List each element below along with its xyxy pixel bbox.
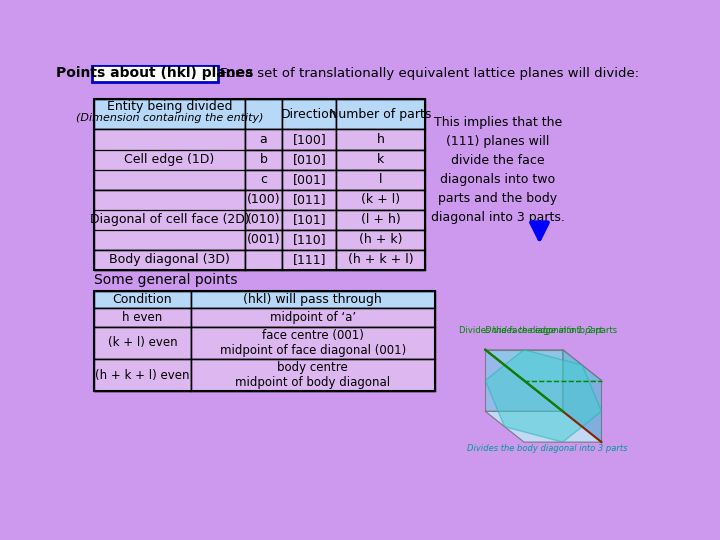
Text: Some general points: Some general points xyxy=(94,273,238,287)
FancyBboxPatch shape xyxy=(245,230,282,249)
Text: [001]: [001] xyxy=(292,173,326,186)
Polygon shape xyxy=(485,350,601,442)
FancyBboxPatch shape xyxy=(94,249,245,269)
Text: Cell edge (1D): Cell edge (1D) xyxy=(125,153,215,166)
Polygon shape xyxy=(485,350,601,381)
FancyBboxPatch shape xyxy=(282,230,336,249)
Text: (h + k + l): (h + k + l) xyxy=(348,253,413,266)
FancyBboxPatch shape xyxy=(245,210,282,230)
FancyBboxPatch shape xyxy=(191,291,435,308)
Polygon shape xyxy=(485,411,601,442)
FancyBboxPatch shape xyxy=(191,327,435,359)
FancyBboxPatch shape xyxy=(336,190,425,210)
Text: [100]: [100] xyxy=(292,133,326,146)
FancyBboxPatch shape xyxy=(336,230,425,249)
FancyBboxPatch shape xyxy=(282,170,336,190)
Text: b: b xyxy=(260,153,268,166)
FancyBboxPatch shape xyxy=(245,249,282,269)
Text: [011]: [011] xyxy=(292,193,326,206)
FancyBboxPatch shape xyxy=(245,99,282,130)
FancyBboxPatch shape xyxy=(94,359,191,392)
Text: Direction: Direction xyxy=(281,107,338,120)
Text: [101]: [101] xyxy=(292,213,326,226)
FancyBboxPatch shape xyxy=(94,291,191,308)
FancyBboxPatch shape xyxy=(336,99,425,130)
Text: (k + l) even: (k + l) even xyxy=(107,336,177,349)
FancyBboxPatch shape xyxy=(91,65,218,82)
Text: Diagonal of cell face (2D): Diagonal of cell face (2D) xyxy=(89,213,249,226)
Text: (001): (001) xyxy=(247,233,280,246)
Text: (k + l): (k + l) xyxy=(361,193,400,206)
FancyBboxPatch shape xyxy=(336,170,425,190)
Text: body centre
midpoint of body diagonal: body centre midpoint of body diagonal xyxy=(235,361,390,389)
Text: Divides the face diagonal into 2 parts: Divides the face diagonal into 2 parts xyxy=(459,326,617,335)
Text: This implies that the
(111) planes will
divide the face
diagonals into two
parts: This implies that the (111) planes will … xyxy=(431,116,565,224)
Text: Points about (hkl) planes: Points about (hkl) planes xyxy=(56,66,253,80)
FancyBboxPatch shape xyxy=(94,190,245,249)
FancyBboxPatch shape xyxy=(245,170,282,190)
FancyBboxPatch shape xyxy=(191,359,435,392)
Text: (hkl) will pass through: (hkl) will pass through xyxy=(243,293,382,306)
Text: a: a xyxy=(260,133,267,146)
Text: h: h xyxy=(377,133,384,146)
Text: [010]: [010] xyxy=(292,153,326,166)
Text: [111]: [111] xyxy=(292,253,326,266)
Text: (h + k): (h + k) xyxy=(359,233,402,246)
FancyBboxPatch shape xyxy=(94,327,191,359)
Text: k: k xyxy=(377,153,384,166)
FancyBboxPatch shape xyxy=(282,150,336,170)
FancyBboxPatch shape xyxy=(282,130,336,150)
Polygon shape xyxy=(563,350,601,442)
FancyBboxPatch shape xyxy=(94,99,245,130)
FancyBboxPatch shape xyxy=(282,249,336,269)
Text: (l + h): (l + h) xyxy=(361,213,400,226)
Text: c: c xyxy=(260,173,267,186)
Text: face centre (001)
midpoint of face diagonal (001): face centre (001) midpoint of face diago… xyxy=(220,329,406,357)
Text: Entity being divided: Entity being divided xyxy=(107,100,232,113)
Text: (Dimension containing the entity): (Dimension containing the entity) xyxy=(76,113,264,123)
FancyBboxPatch shape xyxy=(282,190,336,210)
FancyBboxPatch shape xyxy=(282,99,336,130)
FancyBboxPatch shape xyxy=(336,210,425,230)
Text: Divides the body diagonal into 3 parts: Divides the body diagonal into 3 parts xyxy=(467,444,628,453)
FancyBboxPatch shape xyxy=(245,190,282,210)
FancyBboxPatch shape xyxy=(336,130,425,150)
FancyBboxPatch shape xyxy=(336,150,425,170)
Text: Body diagonal (3D): Body diagonal (3D) xyxy=(109,253,230,266)
FancyBboxPatch shape xyxy=(245,150,282,170)
Text: (010): (010) xyxy=(247,213,280,226)
Text: Condition: Condition xyxy=(112,293,172,306)
FancyBboxPatch shape xyxy=(336,249,425,269)
FancyBboxPatch shape xyxy=(245,130,282,150)
FancyBboxPatch shape xyxy=(191,308,435,327)
Text: Divides the edge into 1 part: Divides the edge into 1 part xyxy=(485,326,603,335)
Text: (100): (100) xyxy=(247,193,280,206)
Text: For a set of translationally equivalent lattice planes will divide:: For a set of translationally equivalent … xyxy=(220,67,639,80)
FancyBboxPatch shape xyxy=(94,130,245,190)
Text: Number of parts: Number of parts xyxy=(330,107,432,120)
Text: [110]: [110] xyxy=(292,233,326,246)
Text: h even: h even xyxy=(122,311,163,324)
Text: midpoint of ‘a’: midpoint of ‘a’ xyxy=(270,311,356,324)
Text: (h + k + l) even: (h + k + l) even xyxy=(95,369,189,382)
FancyBboxPatch shape xyxy=(94,308,191,327)
FancyBboxPatch shape xyxy=(282,210,336,230)
Polygon shape xyxy=(485,350,563,411)
Text: l: l xyxy=(379,173,382,186)
